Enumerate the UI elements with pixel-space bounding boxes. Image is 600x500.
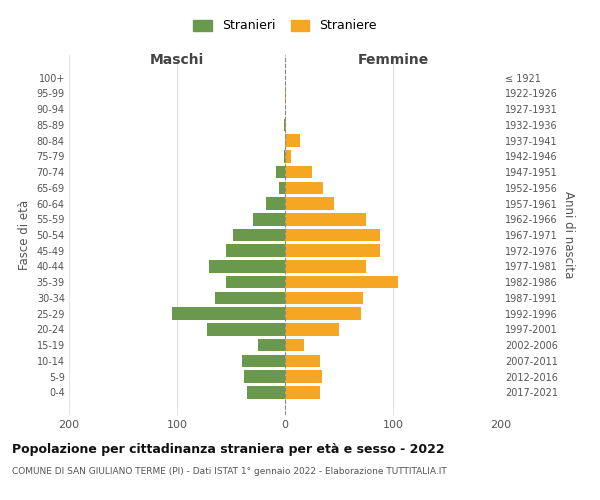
Bar <box>285 339 304 351</box>
Bar <box>226 276 285 288</box>
Bar <box>285 260 366 273</box>
Bar <box>285 292 363 304</box>
Bar <box>253 213 285 226</box>
Bar <box>285 308 361 320</box>
Text: COMUNE DI SAN GIULIANO TERME (PI) - Dati ISTAT 1° gennaio 2022 - Elaborazione TU: COMUNE DI SAN GIULIANO TERME (PI) - Dati… <box>12 468 447 476</box>
Bar <box>285 134 300 147</box>
Bar <box>285 323 339 336</box>
Bar <box>285 228 380 241</box>
Bar <box>226 244 285 257</box>
Bar <box>258 339 285 351</box>
Bar <box>285 386 320 398</box>
Bar <box>285 182 323 194</box>
Y-axis label: Fasce di età: Fasce di età <box>18 200 31 270</box>
Bar <box>285 213 366 226</box>
Bar <box>284 118 285 131</box>
Y-axis label: Anni di nascita: Anni di nascita <box>562 192 575 278</box>
Bar <box>247 386 285 398</box>
Text: Maschi: Maschi <box>150 52 204 66</box>
Bar <box>209 260 285 273</box>
Bar <box>285 244 380 257</box>
Bar <box>242 354 285 367</box>
Bar <box>285 87 286 100</box>
Bar <box>285 370 322 383</box>
Bar <box>233 228 285 241</box>
Text: Femmine: Femmine <box>358 52 428 66</box>
Bar <box>285 118 286 131</box>
Bar <box>285 197 334 210</box>
Bar <box>244 370 285 383</box>
Bar <box>284 150 285 162</box>
Bar <box>285 150 292 162</box>
Bar <box>172 308 285 320</box>
Bar <box>277 166 285 178</box>
Bar <box>285 276 398 288</box>
Bar <box>266 197 285 210</box>
Bar <box>207 323 285 336</box>
Bar <box>285 354 320 367</box>
Bar <box>215 292 285 304</box>
Legend: Stranieri, Straniere: Stranieri, Straniere <box>188 14 382 38</box>
Bar <box>285 166 312 178</box>
Text: Popolazione per cittadinanza straniera per età e sesso - 2022: Popolazione per cittadinanza straniera p… <box>12 442 445 456</box>
Bar <box>278 182 285 194</box>
